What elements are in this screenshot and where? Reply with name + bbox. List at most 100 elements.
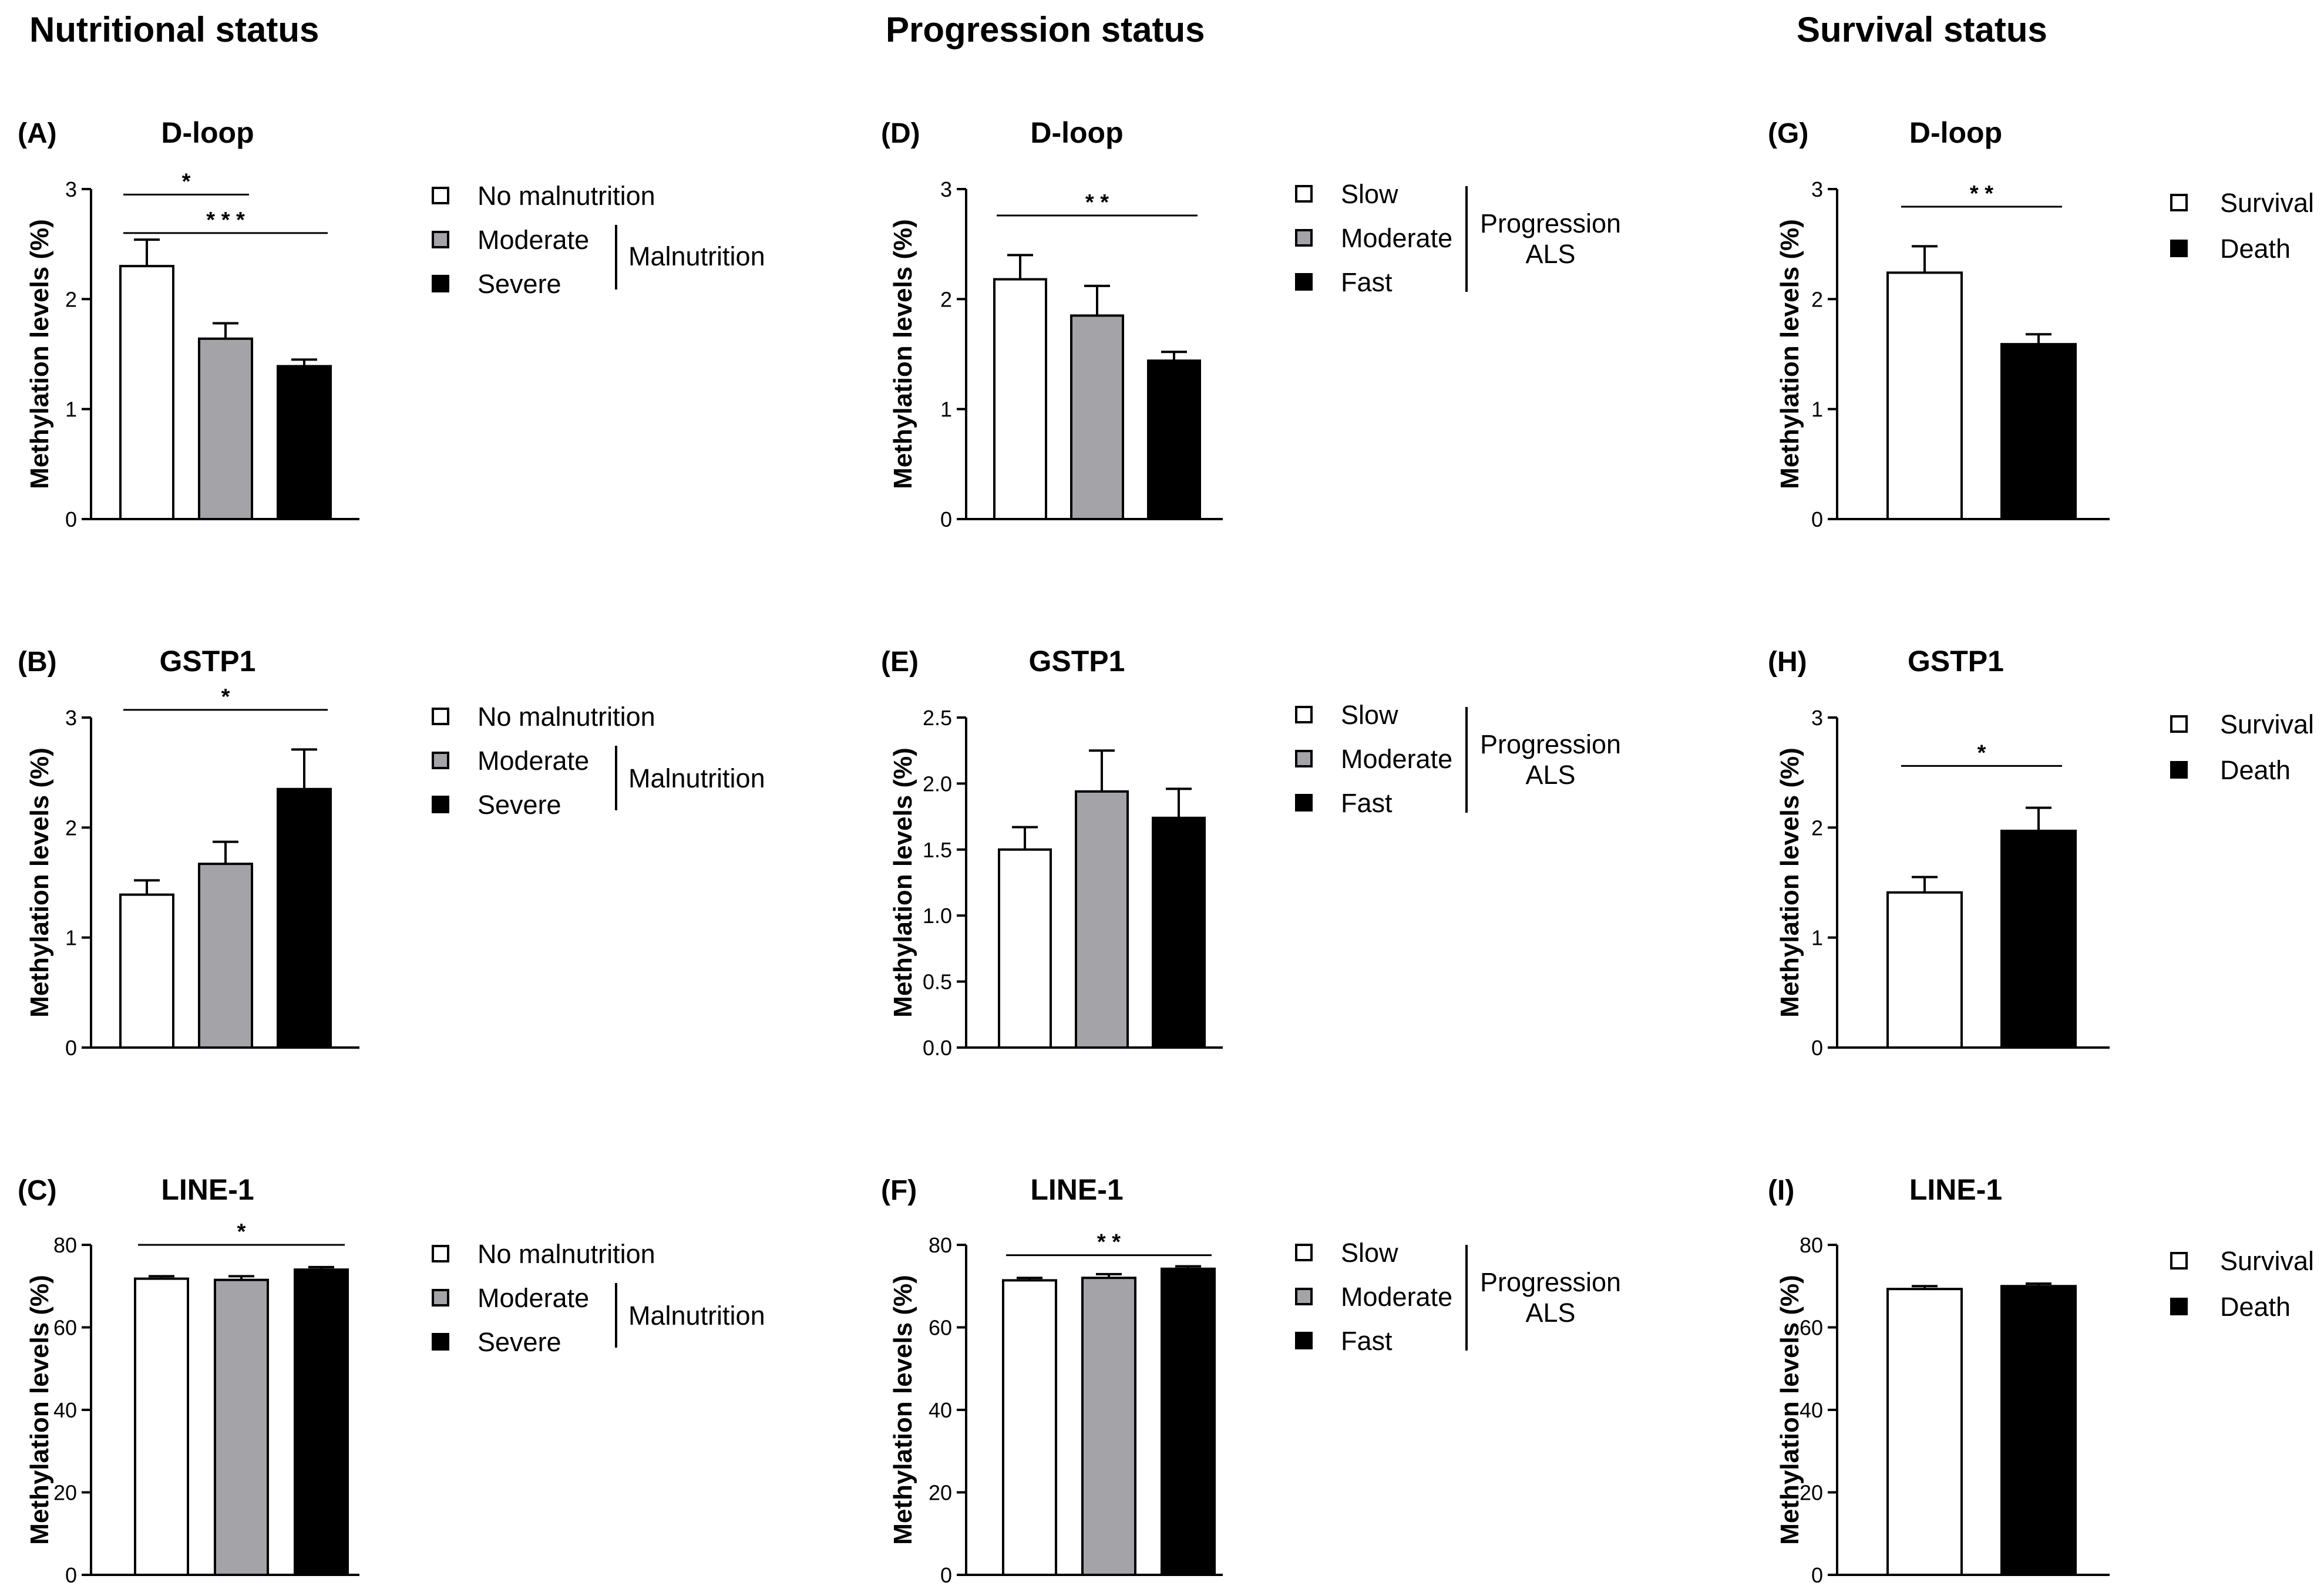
panel-title: GSTP1 — [160, 645, 256, 678]
bar-death — [2000, 829, 2077, 1049]
panel-H: (H) GSTP1 Methylation levels (%) 0 1 2 3 * — [1750, 634, 2161, 1080]
y-tick-label: 60 — [53, 1316, 77, 1340]
legend-swatch-white — [432, 708, 449, 725]
chart-D: (D) D-loop Methylation levels (%) 0 1 2 3 * * — [881, 116, 1223, 531]
y-tick-label: 20 — [1800, 1481, 1823, 1505]
legend-label: Moderate — [1341, 1282, 1453, 1312]
y-tick-label: 80 — [1800, 1233, 1823, 1257]
panel-letter: (B) — [18, 647, 57, 678]
y-tick-label: 40 — [1800, 1398, 1823, 1422]
legend-label: No malnutrition — [477, 181, 655, 211]
panel-title: D-loop — [1909, 116, 2002, 149]
panel-F: (F) LINE-1 Methylation levels (%) 0 20 40 60 80… — [863, 1163, 1274, 1596]
y-tick-label: 0 — [1811, 1563, 1823, 1587]
legend-group-line1: Progression — [1479, 1267, 1622, 1297]
significance-marker: * — [237, 1220, 246, 1244]
bar-survival — [1886, 1288, 1963, 1576]
panel-B: (B) GSTP1 Methylation levels (%) 0 1 2 3 * — [0, 634, 411, 1080]
chart-H: (H) GSTP1 Methylation levels (%) 0 1 2 3 * — [1768, 645, 2110, 1060]
y-tick-label: 40 — [929, 1398, 952, 1422]
y-tick-label: 0.0 — [923, 1036, 952, 1060]
bar-slow — [1002, 1279, 1057, 1576]
legend-label: Moderate — [1341, 223, 1453, 253]
bar-severe — [277, 365, 332, 520]
y-tick-label: 80 — [53, 1233, 77, 1257]
legend-group-line2: ALS — [1525, 760, 1576, 790]
legend-group-line2: ALS — [1525, 239, 1576, 269]
bar-severe — [294, 1268, 349, 1576]
bar-moderate — [1070, 314, 1124, 520]
chart-A: (A) D-loop Methylation levels (%) 0 1 2 3 * * * … — [18, 116, 359, 531]
chart-E: (E) GSTP1 Methylation levels (%)0.0 0.5 1.0 1… — [881, 645, 1223, 1060]
legend-group-label: Malnutrition — [628, 241, 765, 271]
y-tick-label: 0 — [1811, 507, 1823, 531]
legend-swatch-black — [1295, 273, 1313, 291]
significance-marker: * * — [1970, 181, 1993, 206]
y-tick-label: 1 — [65, 398, 77, 422]
panel-title: GSTP1 — [1908, 645, 2004, 678]
legend-swatch-black — [432, 1333, 449, 1351]
legend-label: No malnutrition — [477, 1239, 655, 1269]
panel-A: (A) D-loop Methylation levels (%) 0 1 2 3 * * * … — [0, 106, 411, 552]
legend-brace — [1465, 707, 1468, 813]
legend-label: Moderate — [477, 225, 590, 255]
legend-swatch-black — [1295, 1332, 1313, 1349]
y-tick-label: 20 — [929, 1481, 952, 1505]
legend-group-label: Progression ALS — [1477, 729, 1624, 790]
y-tick-label: 3 — [65, 706, 77, 730]
bar-fast — [1161, 1267, 1216, 1576]
legend-swatch-white — [2170, 1252, 2188, 1270]
significance-marker: * — [221, 685, 230, 709]
legend-swatch-white — [1295, 706, 1313, 723]
legend-label: Slow — [1341, 1238, 1398, 1268]
legend-group-label: Progression ALS — [1477, 208, 1624, 270]
legend-label: Death — [2220, 1292, 2291, 1322]
legend-swatch-white — [2170, 715, 2188, 733]
bar-fast — [1152, 816, 1206, 1049]
y-tick-label: 3 — [1811, 706, 1823, 730]
chart-G: (G) D-loop Methylation levels (%) 0 1 2 3 * * — [1768, 116, 2110, 531]
panel-letter: (I) — [1768, 1175, 1794, 1206]
y-tick-label: 3 — [1811, 177, 1823, 201]
y-axis-label: Methylation levels (%) — [1775, 748, 1804, 1018]
bar-moderate — [214, 1278, 269, 1576]
bar-moderate — [198, 863, 253, 1049]
legend-swatch-gray — [1295, 750, 1313, 767]
legend-swatch-gray — [1295, 1288, 1313, 1305]
y-tick-label: 2 — [65, 287, 77, 311]
legend-brace — [615, 225, 617, 289]
chart-F: (F) LINE-1 Methylation levels (%) 0 20 40 60 80… — [881, 1173, 1223, 1587]
y-tick-label: 0.5 — [923, 970, 952, 994]
panel-title: LINE-1 — [1909, 1173, 2002, 1206]
y-tick-label: 60 — [929, 1316, 952, 1340]
bar-no-malnutrition — [119, 893, 174, 1049]
legend-label: Survival — [2220, 188, 2315, 218]
y-tick-label: 1 — [1811, 926, 1823, 950]
panel-letter: (G) — [1768, 118, 1808, 149]
legend-swatch-white — [432, 187, 449, 204]
y-tick-label: 2 — [1811, 816, 1823, 840]
y-tick-label: 1 — [65, 926, 77, 950]
column-title-survival: Survival status — [1797, 10, 2047, 49]
legend-group-line1: Progression — [1479, 208, 1622, 238]
panel-letter: (C) — [18, 1175, 57, 1206]
legend-swatch-black — [1295, 794, 1313, 812]
legend-brace — [615, 1283, 617, 1348]
panel-title: D-loop — [161, 116, 254, 149]
y-axis-label: Methylation levels (%) — [25, 1275, 54, 1545]
legend-brace — [615, 746, 617, 810]
legend-label: Survival — [2220, 709, 2315, 739]
bar-slow — [998, 848, 1052, 1049]
legend-label: Moderate — [477, 746, 590, 776]
y-tick-label: 0 — [1811, 1036, 1823, 1060]
panel-letter: (D) — [881, 118, 920, 149]
legend-swatch-white — [432, 1245, 449, 1262]
legend-swatch-black — [2170, 240, 2188, 257]
panel-C: (C) LINE-1 Methylation levels (%) 0 20 40 60 80… — [0, 1163, 411, 1596]
legend-group-line1: Progression — [1479, 729, 1622, 759]
y-tick-label: 60 — [1800, 1316, 1823, 1340]
y-tick-label: 1 — [940, 398, 952, 422]
legend-brace — [1465, 186, 1468, 292]
y-tick-label: 80 — [929, 1233, 952, 1257]
legend-swatch-gray — [432, 1289, 449, 1307]
